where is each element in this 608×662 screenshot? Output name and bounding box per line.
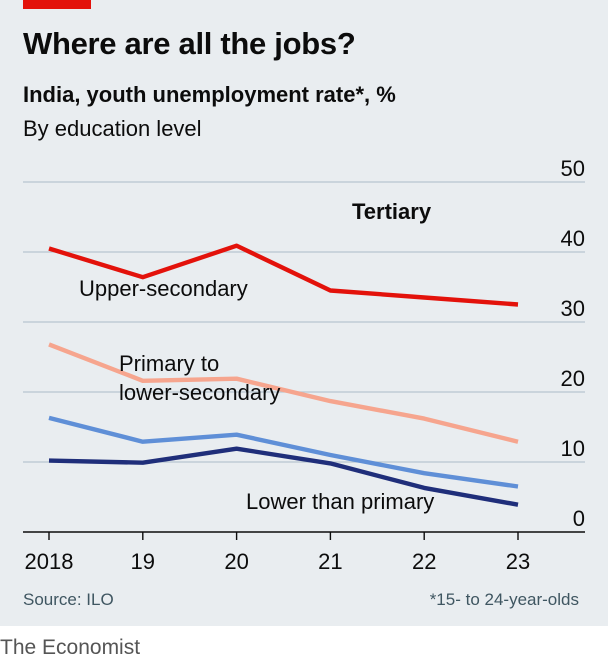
y-tick-label: 20 [561, 366, 585, 391]
y-tick-labels: 0 10 20 30 40 50 [561, 156, 585, 531]
x-tick-label: 21 [318, 549, 342, 574]
brand-red-tag [23, 0, 91, 9]
x-tick-label: 2018 [25, 549, 74, 574]
series-label-primary-to-lower-secondary-line1: Primary to [119, 351, 219, 376]
gridlines [23, 181, 585, 533]
line-chart: 0 10 20 30 40 50 2018 19 20 21 22 23 Tertiary Uppe… [23, 156, 585, 574]
series-label-lower-than-primary: Lower than primary [246, 489, 434, 514]
x-tick-label: 22 [412, 549, 436, 574]
series-line-tertiary [48, 243, 519, 307]
series-label-upper-secondary: Upper-secondary [79, 276, 248, 301]
x-tick-label: 20 [224, 549, 248, 574]
x-tick-labels: 2018 19 20 21 22 23 [25, 532, 530, 574]
y-tick-label: 40 [561, 226, 585, 251]
x-tick-label: 23 [506, 549, 530, 574]
chart-subtitle: India, youth unemployment rate*, % [23, 82, 396, 107]
chart-title: Where are all the jobs? [23, 26, 356, 61]
series-label-primary-to-lower-secondary-line2: lower-secondary [119, 380, 280, 405]
source-note: Source: ILO [23, 590, 114, 609]
y-tick-label: 30 [561, 296, 585, 321]
series-line-primary-to-lower-secondary [48, 415, 519, 489]
series-line-upper-secondary [48, 342, 519, 444]
series-line-lower-than-primary [48, 446, 519, 507]
footnote: *15- to 24-year-olds [429, 590, 579, 609]
y-tick-label: 10 [561, 436, 585, 461]
x-tick-label: 19 [131, 549, 155, 574]
chart-panel [0, 0, 608, 626]
series-lines [48, 243, 519, 507]
publisher-brand: The Economist [0, 636, 141, 659]
series-label-tertiary: Tertiary [352, 199, 432, 224]
chart-subtitle-secondary: By education level [23, 116, 202, 141]
y-tick-label: 0 [573, 506, 585, 531]
y-tick-label: 50 [561, 156, 585, 181]
